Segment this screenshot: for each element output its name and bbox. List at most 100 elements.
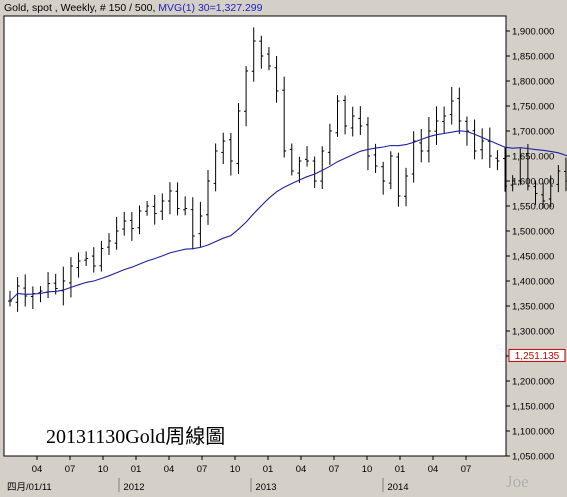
price-bar [213, 143, 218, 192]
x-year-label: 四月/01/11 [7, 482, 52, 493]
watermark: Joe [506, 472, 529, 491]
price-bars [8, 27, 567, 312]
price-bar [289, 143, 294, 176]
price-bar [419, 129, 424, 163]
y-tick-label: 1,100.000 [512, 427, 554, 438]
price-bar [449, 86, 454, 125]
price-bar [221, 132, 226, 164]
x-tick-label: 07 [197, 464, 208, 475]
price-bar [396, 152, 401, 207]
price-bar [426, 117, 431, 163]
price-bar [404, 167, 409, 207]
y-tick-label: 1,800.000 [512, 77, 554, 88]
moving-average-line [9, 130, 567, 302]
price-bar [190, 197, 195, 250]
y-tick-label: 1,900.000 [512, 27, 554, 38]
price-bar [343, 95, 348, 135]
price-bar [472, 119, 477, 160]
price-bar [548, 175, 553, 208]
price-bar [297, 156, 302, 183]
price-bar [23, 274, 28, 307]
x-year-label: 2013 [255, 482, 276, 493]
last-price-marker: 1,251.135 [508, 348, 566, 362]
x-year-label: 2014 [387, 482, 408, 493]
y-tick-label: 1,050.000 [512, 452, 554, 463]
last-price-label: 1,251.135 [515, 351, 560, 362]
x-tick-label: 01 [263, 464, 274, 475]
price-bar [533, 180, 538, 205]
price-bar [365, 117, 370, 171]
plot-area [3, 15, 507, 457]
price-bar [228, 132, 233, 176]
price-bar [495, 150, 500, 171]
x-tick-label: 07 [461, 464, 472, 475]
price-bar [358, 106, 363, 135]
price-bar [145, 201, 150, 216]
price-bar [305, 146, 310, 167]
x-tick-label: 10 [230, 464, 241, 475]
x-tick-label: 10 [362, 464, 373, 475]
price-bar [38, 286, 43, 303]
price-bar [129, 212, 134, 241]
price-bar [76, 252, 81, 278]
price-bar [503, 147, 508, 192]
x-tick-label: 04 [32, 464, 43, 475]
moving-average-info: MVG(1) 30=1,327.299 [158, 2, 263, 14]
price-bar [274, 55, 279, 103]
price-bar [259, 35, 264, 69]
price-bar [114, 216, 119, 250]
y-tick-label: 1,700.000 [512, 127, 554, 138]
price-bar [107, 233, 112, 255]
y-tick-label: 1,300.000 [512, 327, 554, 338]
y-tick-label: 1,200.000 [512, 377, 554, 388]
price-bar [373, 143, 378, 173]
price-bar [442, 106, 447, 134]
price-bar [541, 182, 546, 209]
price-bar [236, 103, 241, 174]
price-bar [282, 76, 287, 158]
price-bar [206, 169, 211, 225]
price-bar [266, 47, 271, 71]
x-year-label: 2012 [123, 482, 144, 493]
x-tick-label: 07 [329, 464, 340, 475]
price-bar [244, 66, 249, 127]
price-bar [335, 95, 340, 137]
price-bar [312, 156, 317, 189]
price-bar [457, 87, 462, 135]
y-axis: 1,050.0001,100.0001,150.0001,200.0001,25… [506, 27, 554, 463]
price-bar [320, 146, 325, 189]
y-tick-label: 1,650.000 [512, 152, 554, 163]
x-axis: 04 07 10 01 04 07 10 01 04 07 10 01 04 07 四月/01/11 2012… [7, 456, 471, 493]
price-bar [137, 205, 142, 235]
price-bar [68, 257, 73, 298]
price-bar [152, 194, 157, 225]
price-bar [327, 123, 332, 166]
x-tick-label: 10 [98, 464, 109, 475]
y-tick-label: 1,850.000 [512, 52, 554, 63]
y-tick-label: 1,400.000 [512, 277, 554, 288]
price-bar [525, 144, 530, 191]
x-tick-label: 04 [164, 464, 175, 475]
y-tick-label: 1,150.000 [512, 402, 554, 413]
y-tick-label: 1,550.000 [512, 202, 554, 213]
price-bar [198, 201, 203, 248]
price-bar [434, 106, 439, 145]
price-bar [518, 148, 523, 186]
price-bar [556, 165, 561, 193]
price-bar [510, 175, 515, 192]
price-bar [251, 27, 256, 82]
y-tick-label: 1,350.000 [512, 302, 554, 313]
price-bar [167, 182, 172, 215]
price-bar [160, 193, 165, 221]
y-tick-label: 1,450.000 [512, 252, 554, 263]
price-bar [388, 151, 393, 190]
x-tick-label: 01 [395, 464, 406, 475]
x-tick-label: 07 [65, 464, 76, 475]
price-bar [480, 128, 485, 160]
price-bar [487, 127, 492, 168]
y-tick-label: 1,750.000 [512, 102, 554, 113]
x-tick-label: 04 [428, 464, 439, 475]
price-bar [122, 211, 127, 236]
price-bar [350, 106, 355, 137]
